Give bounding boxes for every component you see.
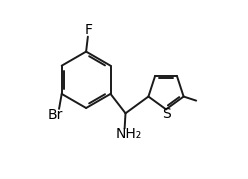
Text: NH₂: NH₂ <box>116 127 142 141</box>
Text: F: F <box>85 23 93 37</box>
Text: S: S <box>162 107 171 121</box>
Text: Br: Br <box>48 108 63 122</box>
